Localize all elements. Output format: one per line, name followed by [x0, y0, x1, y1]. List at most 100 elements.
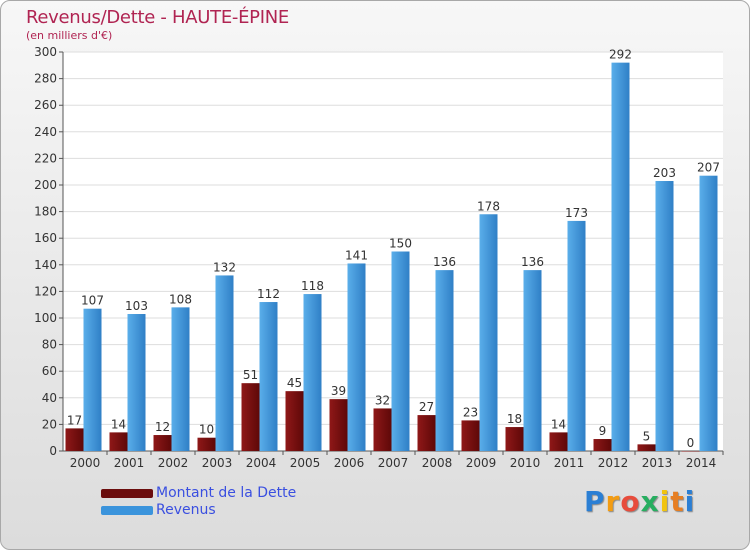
- data-label-revenus: 173: [565, 206, 588, 220]
- data-label-revenus: 136: [521, 255, 544, 269]
- legend-label-dette: Montant de la Dette: [156, 485, 297, 501]
- y-tick-label: 0: [49, 444, 57, 458]
- chart-title: Revenus/Dette - HAUTE-ÉPINE: [26, 7, 289, 28]
- x-tick-label: 2010: [510, 456, 541, 470]
- bar-dette: [417, 415, 436, 451]
- logo-letter: x: [640, 485, 660, 518]
- bar-dette: [549, 432, 568, 451]
- bar-revenus: [655, 181, 674, 451]
- x-tick-label: 2006: [334, 456, 365, 470]
- bar-dette: [329, 399, 348, 451]
- y-tick-label: 200: [34, 178, 57, 192]
- data-label-dette: 12: [155, 420, 170, 434]
- bar-revenus: [127, 314, 146, 451]
- bar-revenus: [215, 275, 234, 451]
- data-label-revenus: 178: [477, 199, 500, 213]
- data-label-revenus: 112: [257, 287, 280, 301]
- bar-dette: [681, 451, 700, 452]
- bar-revenus: [83, 308, 102, 451]
- logo-letter: i: [684, 485, 696, 518]
- bar-revenus: [567, 220, 586, 451]
- bar-revenus: [391, 251, 410, 451]
- x-tick-label: 2008: [422, 456, 453, 470]
- bar-revenus: [699, 175, 718, 451]
- x-tick-label: 2013: [642, 456, 673, 470]
- logo-letter: i: [659, 485, 671, 518]
- y-tick-label: 40: [42, 391, 57, 405]
- proxiti-logo: Proxiti: [584, 485, 695, 518]
- bar-revenus: [435, 270, 454, 451]
- data-label-dette: 45: [287, 376, 302, 390]
- legend-swatch-dette: [101, 489, 153, 498]
- y-tick-label: 300: [34, 45, 57, 59]
- x-tick-label: 2007: [378, 456, 409, 470]
- data-label-dette: 18: [507, 412, 522, 426]
- data-label-revenus: 203: [653, 166, 676, 180]
- bar-dette: [153, 435, 172, 451]
- data-label-dette: 10: [199, 423, 214, 437]
- data-label-dette: 17: [67, 413, 82, 427]
- logo-letter: P: [584, 485, 606, 518]
- y-tick-label: 280: [34, 72, 57, 86]
- y-tick-label: 100: [34, 311, 57, 325]
- y-tick-label: 240: [34, 125, 57, 139]
- data-label-revenus: 141: [345, 248, 368, 262]
- data-label-revenus: 207: [697, 161, 720, 175]
- y-tick-label: 80: [42, 338, 57, 352]
- data-label-revenus: 107: [81, 294, 104, 308]
- bar-revenus: [171, 307, 190, 451]
- data-label-revenus: 136: [433, 255, 456, 269]
- x-tick-label: 2009: [466, 456, 497, 470]
- y-tick-label: 180: [34, 205, 57, 219]
- data-label-revenus: 118: [301, 279, 324, 293]
- data-label-dette: 39: [331, 384, 346, 398]
- data-label-dette: 27: [419, 400, 434, 414]
- y-tick-label: 260: [34, 98, 57, 112]
- x-tick-label: 2000: [70, 456, 101, 470]
- x-tick-label: 2001: [114, 456, 145, 470]
- bar-dette: [285, 391, 304, 451]
- x-tick-label: 2005: [290, 456, 321, 470]
- bar-revenus: [611, 62, 630, 451]
- legend-swatch-revenus: [101, 506, 153, 515]
- x-tick-label: 2012: [598, 456, 629, 470]
- bar-dette: [65, 428, 84, 451]
- bar-dette: [241, 383, 260, 451]
- bar-revenus: [523, 270, 542, 451]
- y-tick-label: 220: [34, 151, 57, 165]
- y-tick-label: 20: [42, 417, 57, 431]
- bar-revenus: [303, 294, 322, 451]
- x-tick-label: 2011: [554, 456, 585, 470]
- y-tick-label: 140: [34, 258, 57, 272]
- logo-letter: r: [605, 485, 621, 518]
- bar-dette: [197, 437, 216, 451]
- x-tick-label: 2002: [158, 456, 189, 470]
- data-label-dette: 51: [243, 368, 258, 382]
- chart-subtitle: (en milliers d'€): [26, 29, 113, 42]
- x-tick-label: 2014: [686, 456, 717, 470]
- bar-dette: [109, 432, 128, 451]
- bar-dette: [593, 439, 612, 451]
- bar-dette: [637, 444, 656, 451]
- data-label-dette: 0: [687, 436, 695, 450]
- x-tick-label: 2003: [202, 456, 233, 470]
- bar-dette: [505, 427, 524, 451]
- data-label-dette: 14: [111, 417, 126, 431]
- bar-revenus: [259, 302, 278, 451]
- data-label-revenus: 150: [389, 237, 412, 251]
- y-tick-label: 120: [34, 284, 57, 298]
- y-tick-label: 160: [34, 231, 57, 245]
- bar-dette: [373, 408, 392, 451]
- data-label-dette: 5: [643, 429, 651, 443]
- data-label-revenus: 132: [213, 260, 236, 274]
- data-label-dette: 9: [599, 424, 607, 438]
- data-label-dette: 14: [551, 417, 566, 431]
- y-tick-label: 60: [42, 364, 57, 378]
- data-label-dette: 32: [375, 393, 390, 407]
- x-tick-label: 2004: [246, 456, 277, 470]
- bar-dette: [461, 420, 480, 451]
- data-label-dette: 23: [463, 405, 478, 419]
- legend-label-revenus: Revenus: [156, 502, 216, 518]
